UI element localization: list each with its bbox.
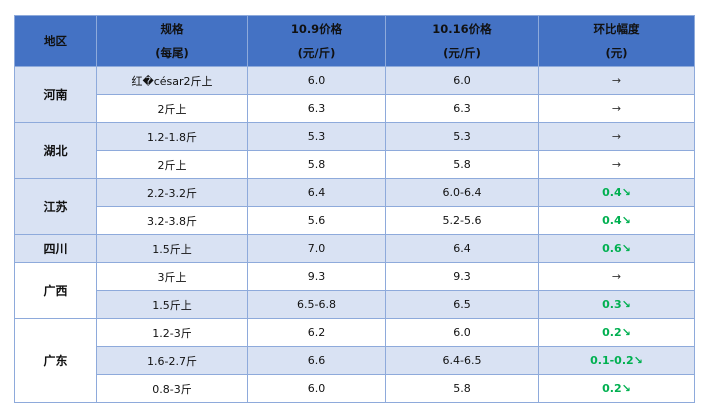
spec-cell: 2斤上	[96, 94, 248, 123]
price-cell: 6.4-6.5	[385, 346, 539, 375]
change-cell: 0.6↘	[538, 234, 695, 263]
price-cell: 6.5	[385, 290, 539, 319]
price-cell: 6.0-6.4	[385, 178, 539, 207]
spec-cell: 2.2-3.2斤	[96, 178, 248, 207]
spec-cell: 0.8-3斤	[96, 374, 248, 403]
price-cell: 6.3	[247, 94, 386, 123]
price-cell: 6.3	[385, 94, 539, 123]
change-cell: 0.4↘	[538, 178, 695, 207]
table-row: 2斤上 5.8 5.8 →	[15, 150, 695, 179]
region-cell: 湖北	[14, 122, 97, 179]
spec-cell: 1.6-2.7斤	[96, 346, 248, 375]
header-region: 地区	[14, 15, 97, 67]
region-cell: 四川	[14, 234, 97, 263]
change-cell: 0.3↘	[538, 290, 695, 319]
header-spec-line1: 规格	[160, 22, 184, 36]
price-cell: 5.8	[385, 374, 539, 403]
change-cell: →	[538, 66, 695, 95]
header-change-line1: 环比幅度	[593, 22, 640, 36]
change-cell: 0.2↘	[538, 374, 695, 403]
header-price-1016: 10.16价格 (元/斤)	[385, 15, 539, 67]
price-cell: 5.2-5.6	[385, 206, 539, 235]
header-price-1009-line1: 10.9价格	[290, 22, 343, 36]
price-cell: 6.4	[385, 234, 539, 263]
header-row: 地区 规格 (每尾) 10.9价格 (元/斤) 10.16价格 (元/斤) 环比幅度 (…	[14, 15, 695, 67]
spec-cell: 3斤上	[96, 262, 248, 291]
price-cell: 6.0	[247, 66, 386, 95]
price-cell: 5.6	[247, 206, 386, 235]
table-row: 3.2-3.8斤 5.6 5.2-5.6 0.4↘	[15, 206, 695, 235]
price-cell: 5.8	[247, 150, 386, 179]
spec-cell: 1.5斤上	[96, 290, 248, 319]
table-row: 江苏 2.2-3.2斤 6.4 6.0-6.4 0.4↘	[14, 178, 695, 235]
change-cell: →	[538, 262, 695, 291]
price-cell: 5.3	[385, 122, 539, 151]
table-row: 湖北 1.2-1.8斤 5.3 5.3 →	[14, 122, 695, 179]
table-row: 0.8-3斤 6.0 5.8 0.2↘	[15, 374, 695, 403]
table-row: 广西 3斤上 9.3 9.3 →	[14, 262, 695, 319]
spec-cell: 2斤上	[96, 150, 248, 179]
table-row: 1.6-2.7斤 6.6 6.4-6.5 0.1-0.2↘	[15, 346, 695, 375]
change-cell: →	[538, 94, 695, 123]
price-cell: 6.6	[247, 346, 386, 375]
region-cell: 河南	[14, 66, 97, 123]
header-spec: 规格 (每尾)	[96, 15, 248, 67]
table-row: 2斤上 6.3 6.3 →	[15, 94, 695, 123]
price-cell: 5.3	[247, 122, 386, 151]
spec-cell: 3.2-3.8斤	[96, 206, 248, 235]
region-cell: 广东	[14, 318, 97, 403]
price-cell: 9.3	[247, 262, 386, 291]
change-cell: 0.2↘	[538, 318, 695, 347]
region-cell: 江苏	[14, 178, 97, 235]
change-cell: 0.1-0.2↘	[538, 346, 695, 375]
price-cell: 5.8	[385, 150, 539, 179]
header-change-line2: (元)	[605, 46, 628, 60]
header-price-1009: 10.9价格 (元/斤)	[247, 15, 386, 67]
change-cell: 0.4↘	[538, 206, 695, 235]
region-cell: 广西	[14, 262, 97, 319]
price-cell: 7.0	[247, 234, 386, 263]
table-row: 广东 1.2-3斤 6.2 6.0 0.2↘	[14, 318, 695, 403]
spec-cell: 1.2-3斤	[96, 318, 248, 347]
header-price-1016-line1: 10.16价格	[432, 22, 492, 36]
table-row: 1.5斤上 6.5-6.8 6.5 0.3↘	[15, 290, 695, 319]
header-spec-line2: (每尾)	[155, 46, 189, 60]
price-cell: 6.5-6.8	[247, 290, 386, 319]
price-cell: 6.0	[247, 374, 386, 403]
price-cell: 6.0	[385, 66, 539, 95]
spec-cell: 1.2-1.8斤	[96, 122, 248, 151]
table-body: 河南 红�césar2斤上 6.0 6.0 → 2斤上 6.3 6.3 → 湖北 1.2-1.8斤 5…	[14, 66, 695, 403]
spec-cell: 1.5斤上	[96, 234, 248, 263]
price-cell: 9.3	[385, 262, 539, 291]
header-price-1009-line2: (元/斤)	[297, 46, 336, 60]
price-table: 地区 规格 (每尾) 10.9价格 (元/斤) 10.16价格 (元/斤) 环比幅度 (…	[14, 15, 695, 403]
spec-cell: 红�césar2斤上	[96, 66, 248, 95]
header-change: 环比幅度 (元)	[538, 15, 695, 67]
table-row: 四川 1.5斤上 7.0 6.4 0.6↘	[14, 234, 695, 263]
price-cell: 6.4	[247, 178, 386, 207]
change-cell: →	[538, 150, 695, 179]
header-price-1016-line2: (元/斤)	[443, 46, 481, 60]
table-row: 河南 红�césar2斤上 6.0 6.0 →	[14, 66, 695, 123]
change-cell: →	[538, 122, 695, 151]
price-cell: 6.2	[247, 318, 386, 347]
price-cell: 6.0	[385, 318, 539, 347]
